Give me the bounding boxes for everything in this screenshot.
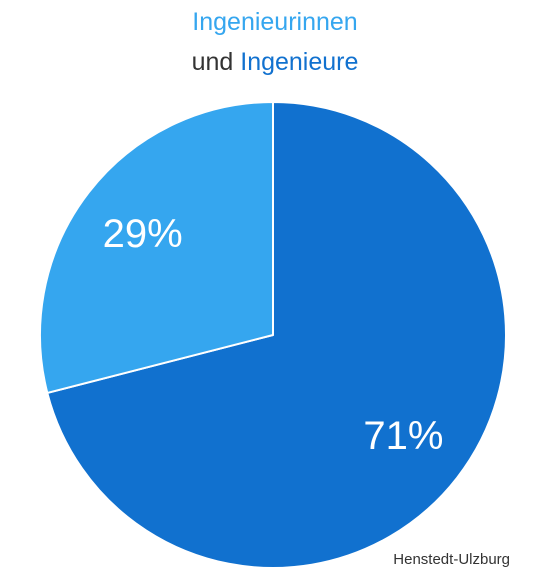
title-men: Ingenieure: [240, 48, 359, 76]
source-label: Henstedt-Ulzburg: [393, 551, 510, 568]
chart-title-line1: Ingenieurinnen: [0, 7, 550, 37]
pie-slice-ingenieure: [46, 101, 507, 569]
chart-title-line2: und Ingenieure: [0, 47, 550, 77]
title-connector: und: [191, 48, 234, 76]
slice-label-ingenieurinnen: 29%: [103, 212, 183, 256]
title-women: Ingenieurinnen: [192, 8, 358, 36]
pie-slice-ingenieurinnen: [39, 101, 274, 394]
slice-label-ingenieure: 71%: [363, 414, 443, 458]
